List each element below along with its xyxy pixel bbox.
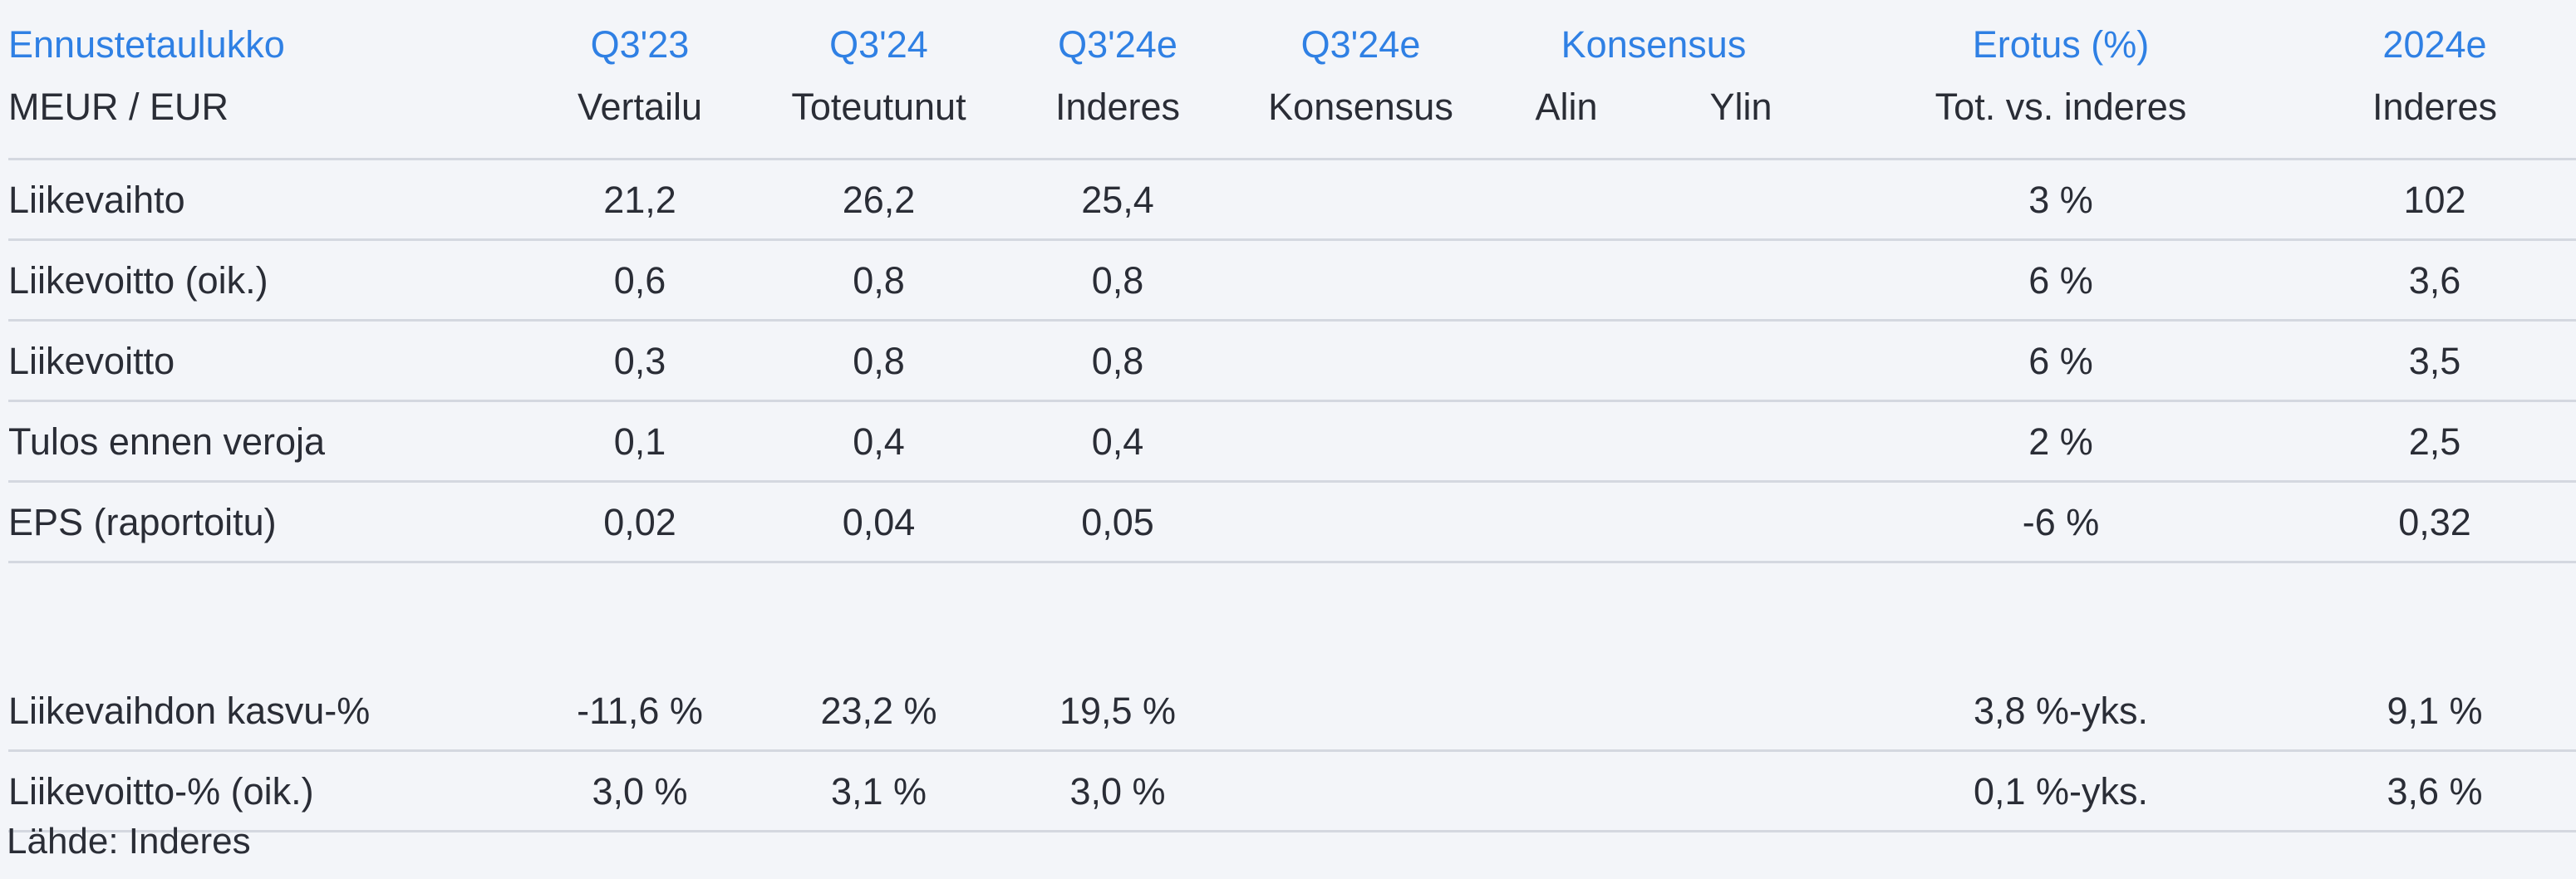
- cell-q323: 0,02: [515, 481, 764, 563]
- row-label: Liikevoitto-% (oik.): [8, 750, 515, 832]
- table-row: Liikevaihto 21,2 26,2 25,4 3 % 102: [8, 159, 2576, 241]
- cell-high: [1654, 671, 1828, 752]
- cell-consensus: [1242, 750, 1479, 832]
- row-label: Liikevoitto: [8, 320, 515, 402]
- cell-q324: 0,8: [764, 239, 993, 322]
- row-label: EPS (raportoitu): [8, 481, 515, 563]
- subheader-low: Alin: [1479, 88, 1654, 160]
- cell-consensus: [1242, 159, 1479, 241]
- header-row-top: Ennustetaulukko Q3'23 Q3'24 Q3'24e Q3'24…: [8, 0, 2576, 88]
- col-header-consensus: Konsensus: [1561, 22, 1747, 66]
- col-header-difference: Erotus (%): [1972, 22, 2150, 66]
- row-label: Liikevoitto (oik.): [8, 239, 515, 322]
- cell-consensus: [1242, 671, 1479, 752]
- cell-q323: 3,0 %: [515, 750, 764, 832]
- cell-difference: -6 %: [1828, 481, 2293, 563]
- cell-difference: 2 %: [1828, 400, 2293, 483]
- cell-low: [1479, 671, 1654, 752]
- col-header-q324e-consensus: Q3'24e: [1300, 22, 1421, 66]
- cell-consensus: [1242, 400, 1479, 483]
- cell-q324e: 3,0 %: [993, 750, 1242, 832]
- cell-consensus: [1242, 481, 1479, 563]
- cell-low: [1479, 239, 1654, 322]
- cell-q324e: 25,4: [993, 159, 1242, 241]
- subheader-comparison: Vertailu: [515, 88, 764, 160]
- table-row: Liikevoitto 0,3 0,8 0,8 6 % 3,5: [8, 320, 2576, 402]
- cell-q324e: 0,8: [993, 320, 1242, 402]
- spacer-row: [8, 562, 2576, 672]
- table-row: Liikevoitto-% (oik.) 3,0 % 3,1 % 3,0 % 0…: [8, 750, 2576, 832]
- cell-2024e: 3,6 %: [2293, 750, 2576, 832]
- cell-difference: 0,1 %-yks.: [1828, 750, 2293, 832]
- subheader-actual: Toteutunut: [764, 88, 993, 160]
- header-row-sub: MEUR / EUR Vertailu Toteutunut Inderes K…: [8, 88, 2576, 160]
- cell-low: [1479, 481, 1654, 563]
- row-label: Liikevaihto: [8, 159, 515, 241]
- row-label: Liikevaihdon kasvu-%: [8, 671, 515, 752]
- table-row: Liikevaihdon kasvu-% -11,6 % 23,2 % 19,5…: [8, 671, 2576, 752]
- subheader-inderes-2024e: Inderes: [2293, 88, 2576, 160]
- cell-difference: 6 %: [1828, 320, 2293, 402]
- unit-label: MEUR / EUR: [8, 88, 515, 160]
- table-title: Ennustetaulukko: [8, 22, 285, 66]
- cell-high: [1654, 159, 1828, 241]
- cell-q324: 0,04: [764, 481, 993, 563]
- cell-high: [1654, 400, 1828, 483]
- cell-2024e: 102: [2293, 159, 2576, 241]
- cell-q324: 23,2 %: [764, 671, 993, 752]
- cell-high: [1654, 750, 1828, 832]
- cell-difference: 6 %: [1828, 239, 2293, 322]
- cell-high: [1654, 320, 1828, 402]
- cell-q324e: 0,05: [993, 481, 1242, 563]
- table-row: EPS (raportoitu) 0,02 0,04 0,05 -6 % 0,3…: [8, 481, 2576, 563]
- cell-2024e: 9,1 %: [2293, 671, 2576, 752]
- table-row: Liikevoitto (oik.) 0,6 0,8 0,8 6 % 3,6: [8, 239, 2576, 322]
- cell-q323: 21,2: [515, 159, 764, 241]
- table-row: Tulos ennen veroja 0,1 0,4 0,4 2 % 2,5: [8, 400, 2576, 483]
- cell-q323: 0,1: [515, 400, 764, 483]
- cell-consensus: [1242, 239, 1479, 322]
- cell-low: [1479, 159, 1654, 241]
- cell-consensus: [1242, 320, 1479, 402]
- cell-difference: 3,8 %-yks.: [1828, 671, 2293, 752]
- subheader-act-vs-inderes: Tot. vs. inderes: [1828, 88, 2293, 160]
- subheader-high: Ylin: [1654, 88, 1828, 160]
- source-note: Lähde: Inderes: [7, 821, 251, 862]
- cell-2024e: 2,5: [2293, 400, 2576, 483]
- cell-q324: 0,4: [764, 400, 993, 483]
- cell-q324e: 19,5 %: [993, 671, 1242, 752]
- cell-2024e: 0,32: [2293, 481, 2576, 563]
- cell-q323: -11,6 %: [515, 671, 764, 752]
- cell-high: [1654, 239, 1828, 322]
- col-header-q324: Q3'24: [829, 22, 928, 66]
- cell-q324: 26,2: [764, 159, 993, 241]
- col-header-q324e: Q3'24e: [1058, 22, 1177, 66]
- cell-low: [1479, 320, 1654, 402]
- cell-low: [1479, 400, 1654, 483]
- subheader-consensus: Konsensus: [1242, 88, 1479, 160]
- cell-difference: 3 %: [1828, 159, 2293, 241]
- cell-q323: 0,3: [515, 320, 764, 402]
- col-header-q323: Q3'23: [590, 22, 690, 66]
- row-label: Tulos ennen veroja: [8, 400, 515, 483]
- cell-high: [1654, 481, 1828, 563]
- forecast-table: Ennustetaulukko Q3'23 Q3'24 Q3'24e Q3'24…: [8, 0, 2576, 832]
- subheader-inderes: Inderes: [993, 88, 1242, 160]
- cell-q324: 3,1 %: [764, 750, 993, 832]
- cell-q324: 0,8: [764, 320, 993, 402]
- cell-low: [1479, 750, 1654, 832]
- cell-q323: 0,6: [515, 239, 764, 322]
- cell-2024e: 3,6: [2293, 239, 2576, 322]
- cell-q324e: 0,8: [993, 239, 1242, 322]
- cell-q324e: 0,4: [993, 400, 1242, 483]
- col-header-2024e: 2024e: [2382, 22, 2487, 66]
- cell-2024e: 3,5: [2293, 320, 2576, 402]
